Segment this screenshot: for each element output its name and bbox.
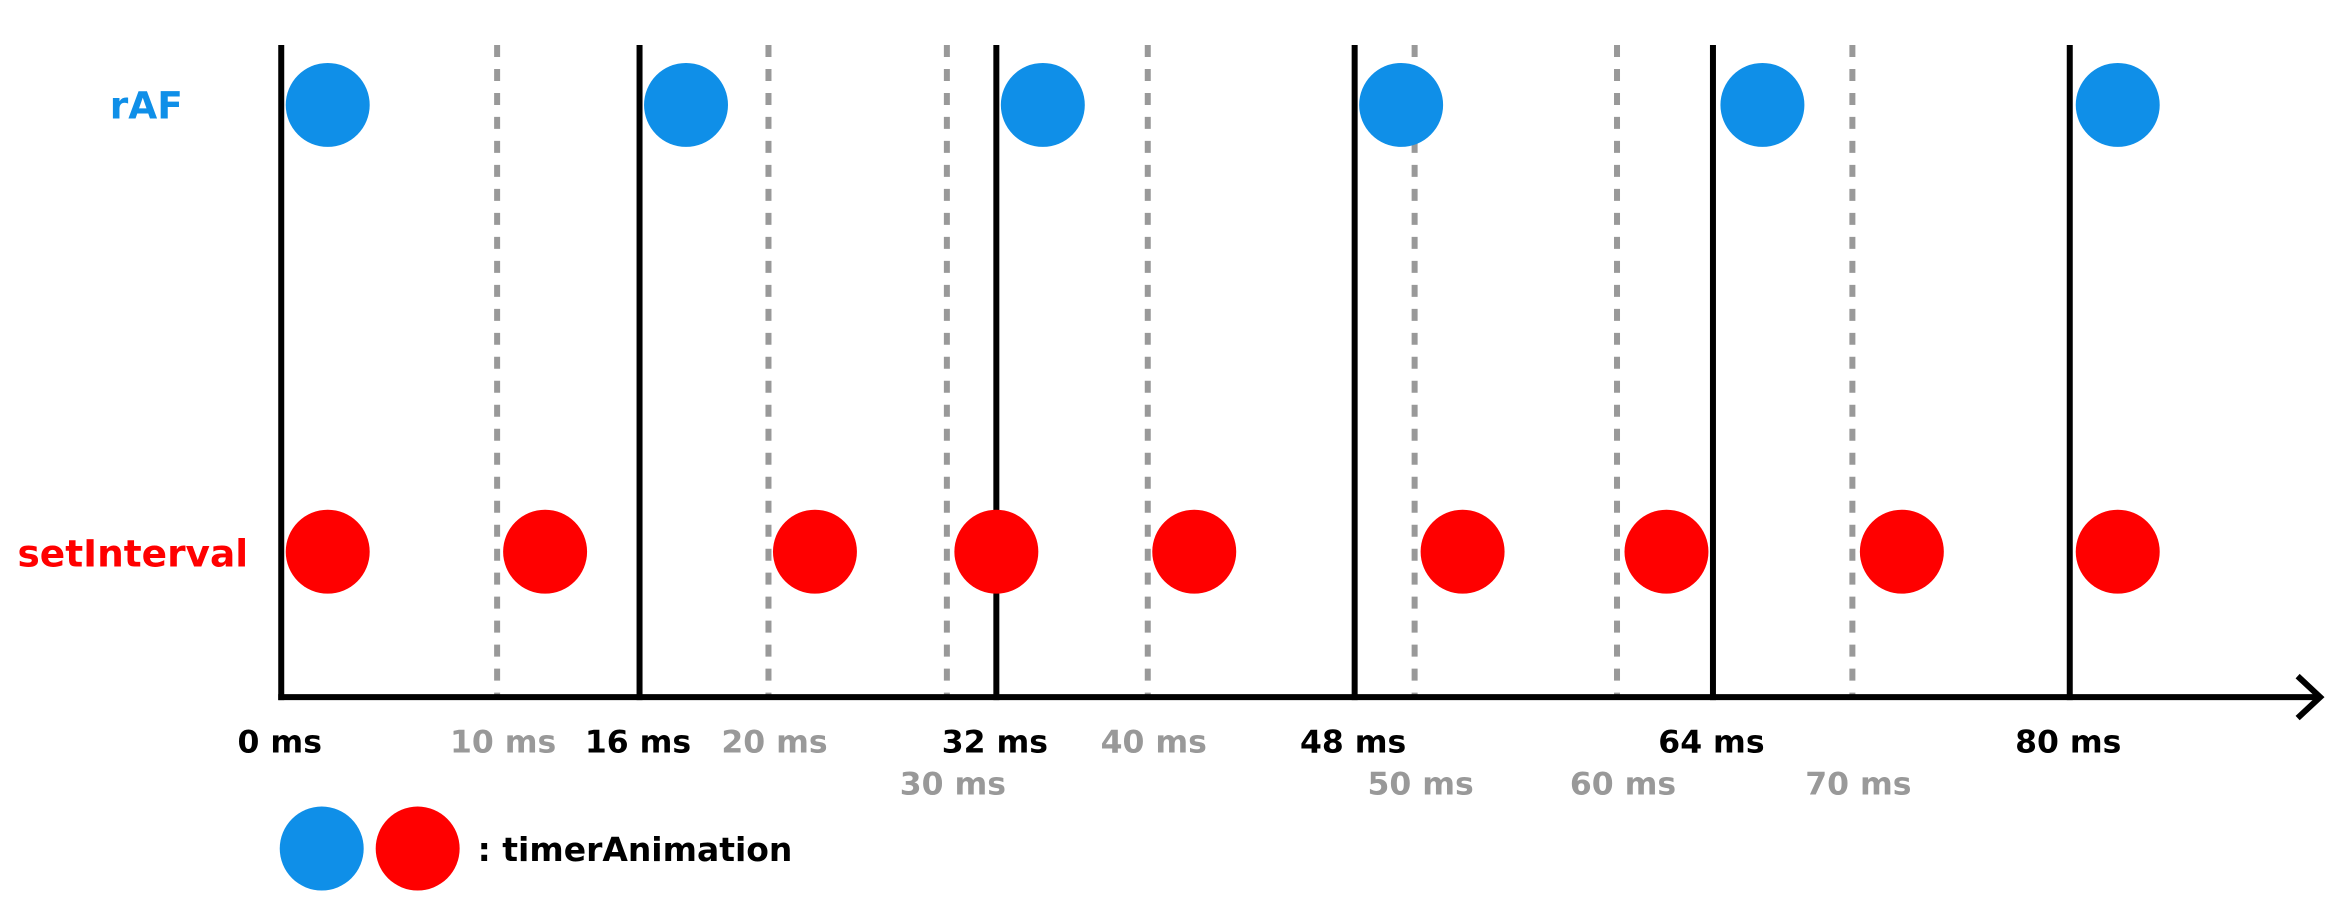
- frame-tick-label: 80 ms: [2015, 725, 2121, 761]
- row-label: setInterval: [18, 532, 249, 576]
- timer-tick-label: 10 ms: [450, 725, 556, 761]
- interval-callback: [1859, 509, 1944, 594]
- tick-labels: 10 ms 20 ms 30 ms 40 ms 50 ms 60 ms 70 ms 0 ms 1…: [238, 725, 2122, 803]
- raf-callback: [1000, 62, 1085, 147]
- interval-callback: [772, 509, 857, 594]
- timer-tick-label: 20 ms: [721, 725, 827, 761]
- row-label: rAF: [110, 83, 183, 127]
- timer-tick-label: 30 ms: [900, 767, 1006, 803]
- raf-callback: [285, 62, 370, 147]
- raf-callback: [644, 62, 728, 147]
- frame-grid: [278, 44, 2073, 701]
- timer-tick-label: 40 ms: [1101, 725, 1207, 761]
- legend-label: : timerAnimation: [478, 830, 793, 869]
- frame-tick-label: 0 ms: [238, 725, 322, 761]
- timer-tick-label: 50 ms: [1367, 767, 1473, 803]
- interval-callback: [285, 509, 370, 594]
- legend-swatch: [375, 806, 460, 891]
- raf-callback: [1720, 62, 1805, 147]
- timer-tick-label: 60 ms: [1570, 767, 1676, 803]
- axis-arrow: [2295, 673, 2325, 721]
- interval-callback: [1624, 509, 1709, 594]
- interval-callback: [503, 509, 588, 594]
- frame-tick-label: 48 ms: [1300, 725, 1406, 761]
- frame-tick-label: 32 ms: [942, 725, 1048, 761]
- interval-callback: [1152, 509, 1237, 594]
- legend-swatch: [279, 806, 364, 891]
- raf-callback: [1359, 62, 1444, 147]
- interval-callback: [954, 509, 1039, 594]
- timer-tick-label: 70 ms: [1805, 767, 1911, 803]
- raf-callback: [2075, 62, 2160, 147]
- frame-tick-label: 16 ms: [585, 725, 691, 761]
- frame-tick-label: 64 ms: [1658, 725, 1764, 761]
- interval-callback: [1420, 509, 1505, 594]
- interval-callback: [2075, 509, 2160, 594]
- callbacks: [285, 62, 2160, 594]
